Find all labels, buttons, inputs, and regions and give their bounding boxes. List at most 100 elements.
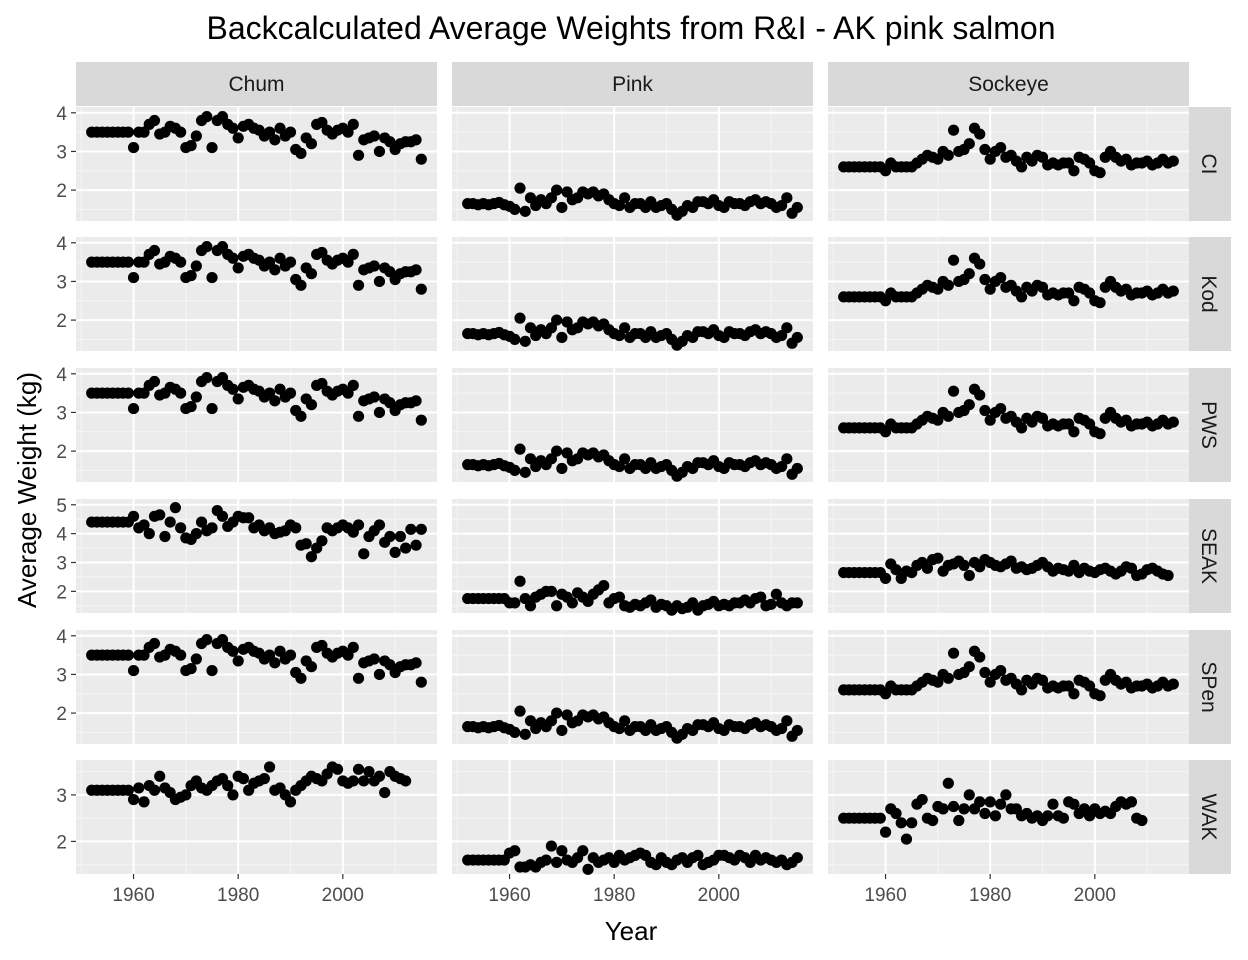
data-point: [243, 512, 255, 524]
data-point: [368, 260, 380, 272]
data-point: [1068, 426, 1080, 438]
data-point: [190, 130, 202, 142]
data-point: [201, 634, 213, 646]
data-point: [540, 854, 552, 866]
data-point: [1068, 688, 1080, 700]
data-point: [415, 523, 427, 535]
y-tick-label: 3: [56, 142, 67, 163]
data-point: [352, 763, 365, 775]
data-point: [227, 383, 239, 395]
data-point: [206, 141, 218, 154]
row-strip: [1189, 630, 1231, 744]
data-point: [598, 579, 610, 592]
data-point: [138, 796, 150, 808]
data-point: [556, 724, 568, 737]
panel-SPen-Pink: [452, 630, 813, 744]
x-tick-label: 1980: [969, 885, 1011, 906]
data-point: [290, 522, 302, 534]
data-point: [519, 728, 531, 740]
data-point: [755, 591, 767, 603]
data-point: [556, 201, 568, 214]
x-tick-label: 1960: [112, 885, 154, 906]
data-point: [227, 252, 239, 264]
data-point: [545, 585, 558, 597]
data-point: [400, 775, 412, 787]
data-point: [185, 663, 197, 675]
data-point: [175, 387, 187, 399]
data-point: [947, 385, 960, 397]
data-point: [227, 645, 239, 657]
data-point: [358, 775, 370, 787]
data-point: [995, 271, 1007, 284]
data-point: [415, 676, 427, 688]
data-point: [958, 559, 970, 571]
data-point: [781, 322, 793, 334]
data-point: [379, 786, 391, 799]
data-point: [514, 705, 526, 717]
y-tick-label: 2: [56, 832, 67, 853]
data-point: [979, 404, 991, 417]
data-point: [556, 331, 568, 344]
data-point: [347, 775, 359, 787]
data-point: [995, 402, 1007, 415]
data-point: [175, 522, 187, 534]
data-point: [906, 817, 918, 829]
data-point: [1000, 789, 1012, 801]
data-point: [1125, 796, 1138, 808]
panel-PWS-Pink: [452, 368, 813, 482]
data-point: [227, 789, 239, 801]
y-tick-label: 4: [56, 525, 67, 546]
data-point: [1167, 416, 1179, 428]
data-point: [942, 149, 954, 161]
data-point: [791, 597, 803, 609]
data-point: [305, 138, 318, 150]
data-point: [269, 657, 281, 669]
y-tick-label: 3: [56, 272, 67, 293]
data-point: [232, 393, 244, 405]
data-point: [232, 655, 244, 667]
data-point: [237, 773, 250, 785]
data-point: [284, 387, 297, 399]
data-point: [551, 600, 563, 612]
data-point: [373, 275, 386, 288]
data-point: [556, 462, 568, 475]
data-point: [995, 664, 1007, 677]
panel-Kod-Sockeye: [828, 237, 1189, 351]
data-point: [232, 132, 244, 144]
data-point: [347, 248, 359, 260]
y-axis-title: Average Weight (kg): [12, 372, 42, 608]
data-point: [619, 192, 631, 204]
data-point: [122, 784, 134, 796]
data-point: [937, 803, 949, 815]
data-point: [974, 389, 986, 401]
data-point: [415, 414, 427, 426]
data-point: [524, 600, 537, 612]
data-point: [368, 130, 380, 142]
row-strip-label: CI: [1197, 154, 1220, 175]
data-point: [175, 649, 187, 661]
data-point: [373, 770, 386, 782]
y-tick-label: 2: [56, 311, 67, 332]
row-strip-label: WAK: [1197, 793, 1220, 840]
panel-background: [828, 760, 1189, 874]
x-tick-label: 2000: [1074, 885, 1116, 906]
data-point: [127, 402, 140, 415]
data-point: [963, 661, 975, 673]
data-point: [373, 668, 386, 681]
data-point: [127, 271, 140, 284]
data-point: [373, 145, 386, 158]
data-point: [331, 763, 344, 775]
data-point: [206, 522, 218, 534]
data-point: [514, 182, 526, 194]
data-point: [995, 141, 1007, 154]
data-point: [148, 375, 161, 388]
data-point: [415, 283, 427, 295]
data-point: [284, 126, 297, 138]
panel-CI-Chum: [76, 107, 437, 221]
data-point: [791, 852, 803, 864]
data-point: [190, 391, 202, 403]
data-point: [122, 126, 134, 138]
data-point: [347, 118, 359, 130]
y-tick-label: 2: [56, 582, 67, 603]
data-point: [352, 279, 365, 291]
